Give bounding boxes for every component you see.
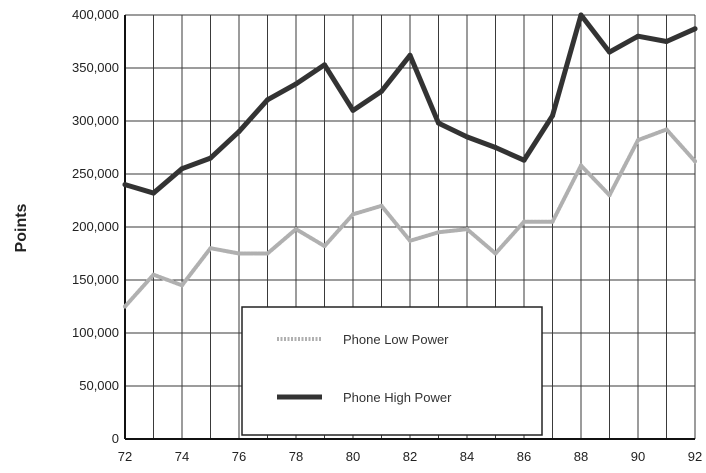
data-point-phone-high-power — [550, 113, 555, 119]
y-tick-label: 300,000 — [72, 113, 119, 128]
data-point-phone-high-power — [664, 39, 669, 44]
data-point-phone-high-power — [635, 33, 641, 39]
y-tick-label: 200,000 — [72, 219, 119, 234]
y-tick-label: 350,000 — [72, 60, 119, 75]
y-tick-label: 400,000 — [72, 7, 119, 22]
x-tick-label: 72 — [118, 449, 132, 464]
x-tick-label: 90 — [631, 449, 645, 464]
data-point-phone-high-power — [607, 49, 612, 55]
data-point-phone-low-power — [265, 251, 270, 256]
data-point-phone-low-power — [180, 283, 184, 288]
x-tick-label: 88 — [574, 449, 588, 464]
x-tick-label: 92 — [688, 449, 702, 464]
data-point-phone-high-power — [322, 62, 327, 68]
data-point-phone-high-power — [151, 190, 156, 196]
data-point-phone-low-power — [436, 230, 441, 235]
data-point-phone-high-power — [578, 12, 584, 18]
y-tick-labels: 0 50,000 100,000 150,000 200,000 250,000 300,0… — [72, 7, 119, 446]
legend: Phone Low Power Phone High Power — [241, 306, 543, 436]
x-tick-label: 80 — [346, 449, 360, 464]
data-point-phone-high-power — [179, 166, 185, 172]
data-point-phone-high-power — [379, 88, 384, 94]
x-tick-label: 86 — [517, 449, 531, 464]
x-tick-label: 84 — [460, 449, 474, 464]
data-point-phone-low-power — [465, 227, 469, 232]
data-point-phone-low-power — [607, 193, 612, 198]
x-tick-label: 76 — [232, 449, 246, 464]
data-point-phone-high-power — [493, 145, 498, 150]
data-point-phone-high-power — [208, 155, 213, 161]
data-point-phone-high-power — [236, 129, 242, 135]
data-point-phone-high-power — [350, 107, 356, 113]
legend-label-high-power: Phone High Power — [343, 390, 452, 405]
x-tick-label: 74 — [175, 449, 189, 464]
data-point-phone-low-power — [294, 227, 298, 232]
data-point-phone-high-power — [407, 52, 413, 58]
x-tick-label: 78 — [289, 449, 303, 464]
data-point-phone-low-power — [379, 203, 384, 208]
data-point-phone-low-power — [664, 127, 669, 132]
y-tick-label: 100,000 — [72, 325, 119, 340]
y-tick-label: 250,000 — [72, 166, 119, 181]
data-point-phone-high-power — [122, 182, 128, 188]
data-point-phone-high-power — [436, 120, 441, 126]
data-point-phone-high-power — [293, 81, 299, 87]
data-point-phone-low-power — [493, 251, 498, 256]
data-point-phone-high-power — [521, 157, 527, 163]
data-point-phone-low-power — [151, 272, 156, 277]
data-point-phone-low-power — [408, 238, 412, 243]
data-point-phone-low-power — [322, 244, 327, 249]
data-point-phone-low-power — [636, 138, 640, 143]
legend-box — [241, 306, 543, 436]
legend-label-low-power: Phone Low Power — [343, 332, 449, 347]
y-tick-label: 0 — [112, 431, 119, 446]
y-tick-label: 150,000 — [72, 272, 119, 287]
data-point-phone-low-power — [579, 163, 583, 168]
x-tick-label: 82 — [403, 449, 417, 464]
y-tick-label: 50,000 — [79, 378, 119, 393]
series-lines — [122, 12, 698, 309]
y-axis-title: Points — [13, 203, 30, 252]
data-point-phone-low-power — [123, 304, 127, 309]
data-point-phone-low-power — [522, 219, 526, 224]
data-point-phone-low-power — [693, 159, 697, 164]
data-point-phone-low-power — [208, 246, 213, 251]
data-point-phone-high-power — [265, 97, 270, 103]
x-tick-labels: 72 74 76 78 80 82 84 86 88 90 92 — [118, 449, 702, 464]
data-point-phone-high-power — [464, 134, 470, 140]
axes — [124, 15, 695, 440]
data-point-phone-low-power — [550, 219, 555, 224]
data-point-phone-high-power — [692, 26, 698, 32]
data-point-phone-low-power — [351, 212, 355, 217]
data-point-phone-low-power — [237, 251, 241, 256]
